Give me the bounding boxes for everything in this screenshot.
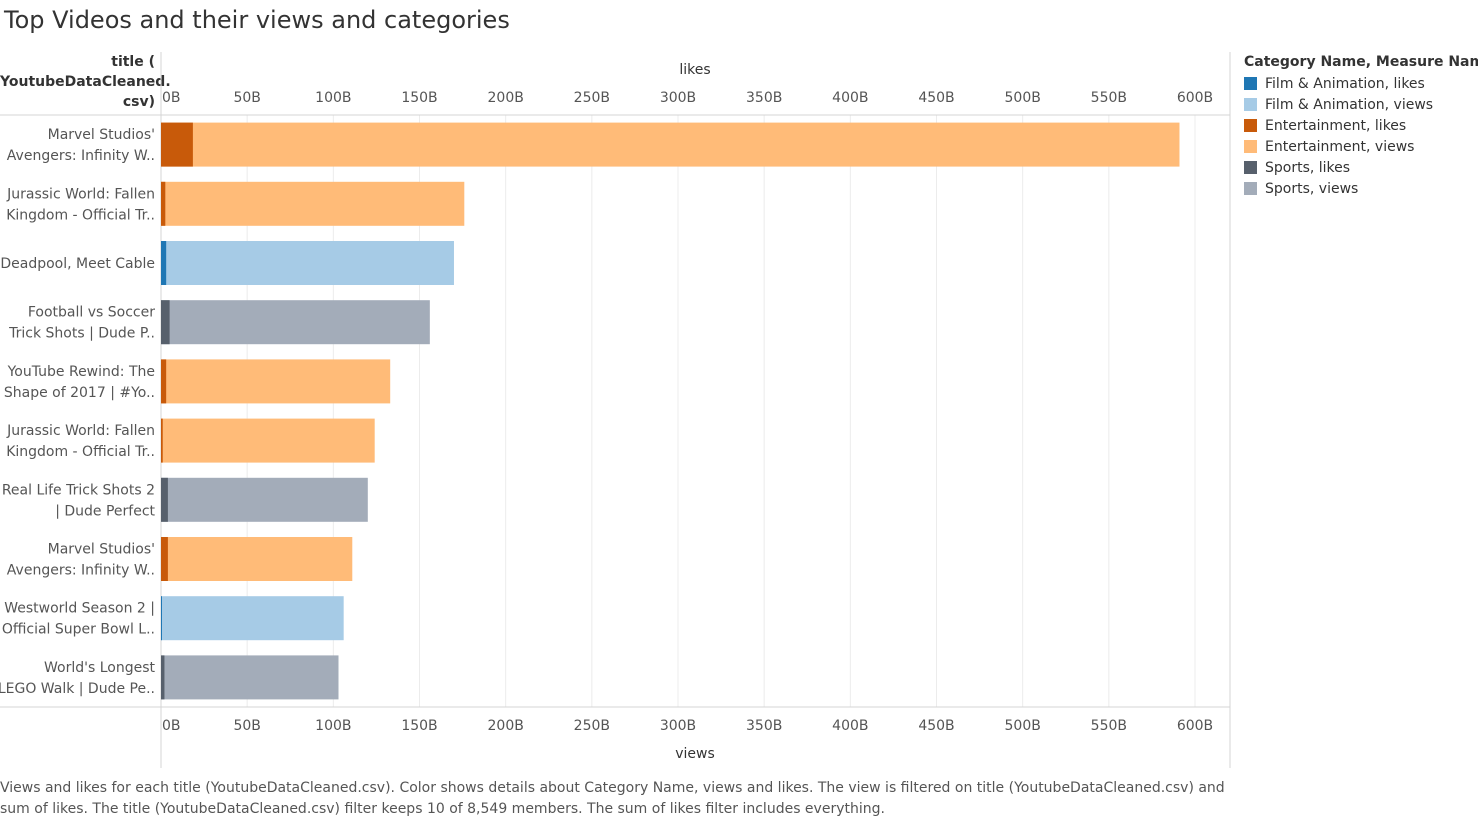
bar-views bbox=[161, 181, 465, 226]
bar-views bbox=[161, 537, 353, 581]
row-label: Kingdom - Official Tr.. bbox=[6, 207, 155, 223]
legend-swatch bbox=[1244, 98, 1257, 111]
bottom-tick-label: 500B bbox=[1005, 718, 1041, 734]
row-label: Deadpool, Meet Cable bbox=[0, 256, 155, 272]
bar-likes bbox=[161, 181, 166, 226]
top-tick-label: 400B bbox=[832, 90, 868, 106]
row-label: Kingdom - Official Tr.. bbox=[6, 444, 155, 460]
legend-swatch bbox=[1244, 119, 1257, 132]
bottom-tick-label: 600B bbox=[1177, 718, 1213, 734]
bar-likes bbox=[161, 596, 162, 641]
bottom-tick-label: 350B bbox=[746, 718, 782, 734]
row-label: Avengers: Infinity W.. bbox=[7, 563, 155, 579]
bar-likes bbox=[161, 359, 167, 404]
legend-item-label: Sports, likes bbox=[1265, 159, 1351, 176]
bar-views bbox=[161, 122, 1180, 167]
bottom-tick-label: 50B bbox=[233, 718, 260, 734]
bottom-tick-label: 450B bbox=[918, 718, 954, 734]
legend-item-label: Film & Animation, views bbox=[1265, 96, 1434, 113]
top-tick-label: 0B bbox=[162, 90, 181, 106]
top-tick-label: 300B bbox=[660, 90, 696, 106]
bar-views bbox=[161, 596, 344, 641]
legend-swatch bbox=[1244, 140, 1257, 153]
row-label: Football vs Soccer bbox=[28, 305, 155, 321]
legend-item[interactable]: Entertainment, likes bbox=[1244, 115, 1478, 136]
top-axis-title: likes bbox=[679, 62, 710, 78]
row-label: World's Longest bbox=[44, 660, 155, 676]
top-tick-label: 200B bbox=[488, 90, 524, 106]
legend-item[interactable]: Film & Animation, likes bbox=[1244, 73, 1478, 94]
bar-likes bbox=[161, 241, 167, 285]
top-tick-label: 600B bbox=[1177, 90, 1213, 106]
bottom-axis-title: views bbox=[675, 746, 715, 762]
bottom-tick-label: 100B bbox=[315, 718, 351, 734]
legend-swatch bbox=[1244, 77, 1257, 90]
top-tick-label: 250B bbox=[574, 90, 610, 106]
bar-likes bbox=[161, 537, 168, 581]
row-label: Marvel Studios' bbox=[48, 127, 155, 143]
bar-views bbox=[161, 300, 430, 345]
legend-item-label: Entertainment, likes bbox=[1265, 117, 1407, 134]
row-label: Shape of 2017 | #Yo.. bbox=[4, 385, 155, 401]
bottom-tick-label: 200B bbox=[488, 718, 524, 734]
legend: Category Name, Measure Names Film & Anim… bbox=[1244, 54, 1478, 199]
legend-item-label: Film & Animation, likes bbox=[1265, 75, 1425, 92]
bar-views bbox=[161, 477, 368, 522]
top-tick-label: 350B bbox=[746, 90, 782, 106]
bar-likes bbox=[161, 300, 170, 345]
row-label: Westworld Season 2 | bbox=[4, 601, 155, 617]
top-tick-label: 50B bbox=[233, 90, 260, 106]
legend-item[interactable]: Entertainment, views bbox=[1244, 136, 1478, 157]
legend-swatch bbox=[1244, 161, 1257, 174]
legend-item-label: Entertainment, views bbox=[1265, 138, 1415, 155]
bottom-tick-label: 0B bbox=[162, 718, 181, 734]
bar-views bbox=[161, 241, 454, 285]
chart-caption: Views and likes for each title (YoutubeD… bbox=[0, 780, 1225, 817]
row-label: LEGO Walk | Dude Pe.. bbox=[0, 681, 155, 697]
bar-likes bbox=[161, 418, 163, 463]
legend-swatch bbox=[1244, 182, 1257, 195]
bottom-tick-label: 550B bbox=[1091, 718, 1127, 734]
bottom-tick-label: 150B bbox=[401, 718, 437, 734]
row-axis-header: title ( YoutubeDataCleaned. csv) bbox=[0, 54, 171, 110]
row-label: Jurassic World: Fallen bbox=[6, 423, 155, 439]
row-label: | Dude Perfect bbox=[55, 503, 155, 519]
bar-views bbox=[161, 359, 391, 404]
bottom-tick-label: 250B bbox=[574, 718, 610, 734]
top-tick-label: 150B bbox=[401, 90, 437, 106]
top-tick-label: 100B bbox=[315, 90, 351, 106]
bar-likes bbox=[161, 655, 165, 700]
row-label: Trick Shots | Dude P.. bbox=[8, 326, 155, 342]
row-label: Official Super Bowl L.. bbox=[2, 622, 155, 638]
bottom-tick-label: 400B bbox=[832, 718, 868, 734]
top-tick-label: 550B bbox=[1091, 90, 1127, 106]
bar-likes bbox=[161, 122, 193, 167]
bottom-tick-label: 300B bbox=[660, 718, 696, 734]
legend-title: Category Name, Measure Names bbox=[1244, 54, 1478, 70]
legend-item-label: Sports, views bbox=[1265, 180, 1359, 197]
row-label: Marvel Studios' bbox=[48, 542, 155, 558]
bar-likes bbox=[161, 477, 168, 522]
legend-item[interactable]: Sports, views bbox=[1244, 178, 1478, 199]
legend-item[interactable]: Film & Animation, views bbox=[1244, 94, 1478, 115]
top-tick-label: 450B bbox=[918, 90, 954, 106]
top-tick-label: 500B bbox=[1005, 90, 1041, 106]
bar-views bbox=[161, 418, 375, 463]
bar-views bbox=[161, 655, 339, 700]
row-label: Real Life Trick Shots 2 bbox=[2, 482, 155, 498]
row-label: Jurassic World: Fallen bbox=[6, 186, 155, 202]
row-label: Avengers: Infinity W.. bbox=[7, 148, 155, 164]
legend-item-list: Film & Animation, likes Film & Animation… bbox=[1244, 73, 1478, 199]
row-label: YouTube Rewind: The bbox=[7, 364, 155, 380]
chart-title: Top Videos and their views and categorie… bbox=[4, 6, 510, 34]
legend-item[interactable]: Sports, likes bbox=[1244, 157, 1478, 178]
